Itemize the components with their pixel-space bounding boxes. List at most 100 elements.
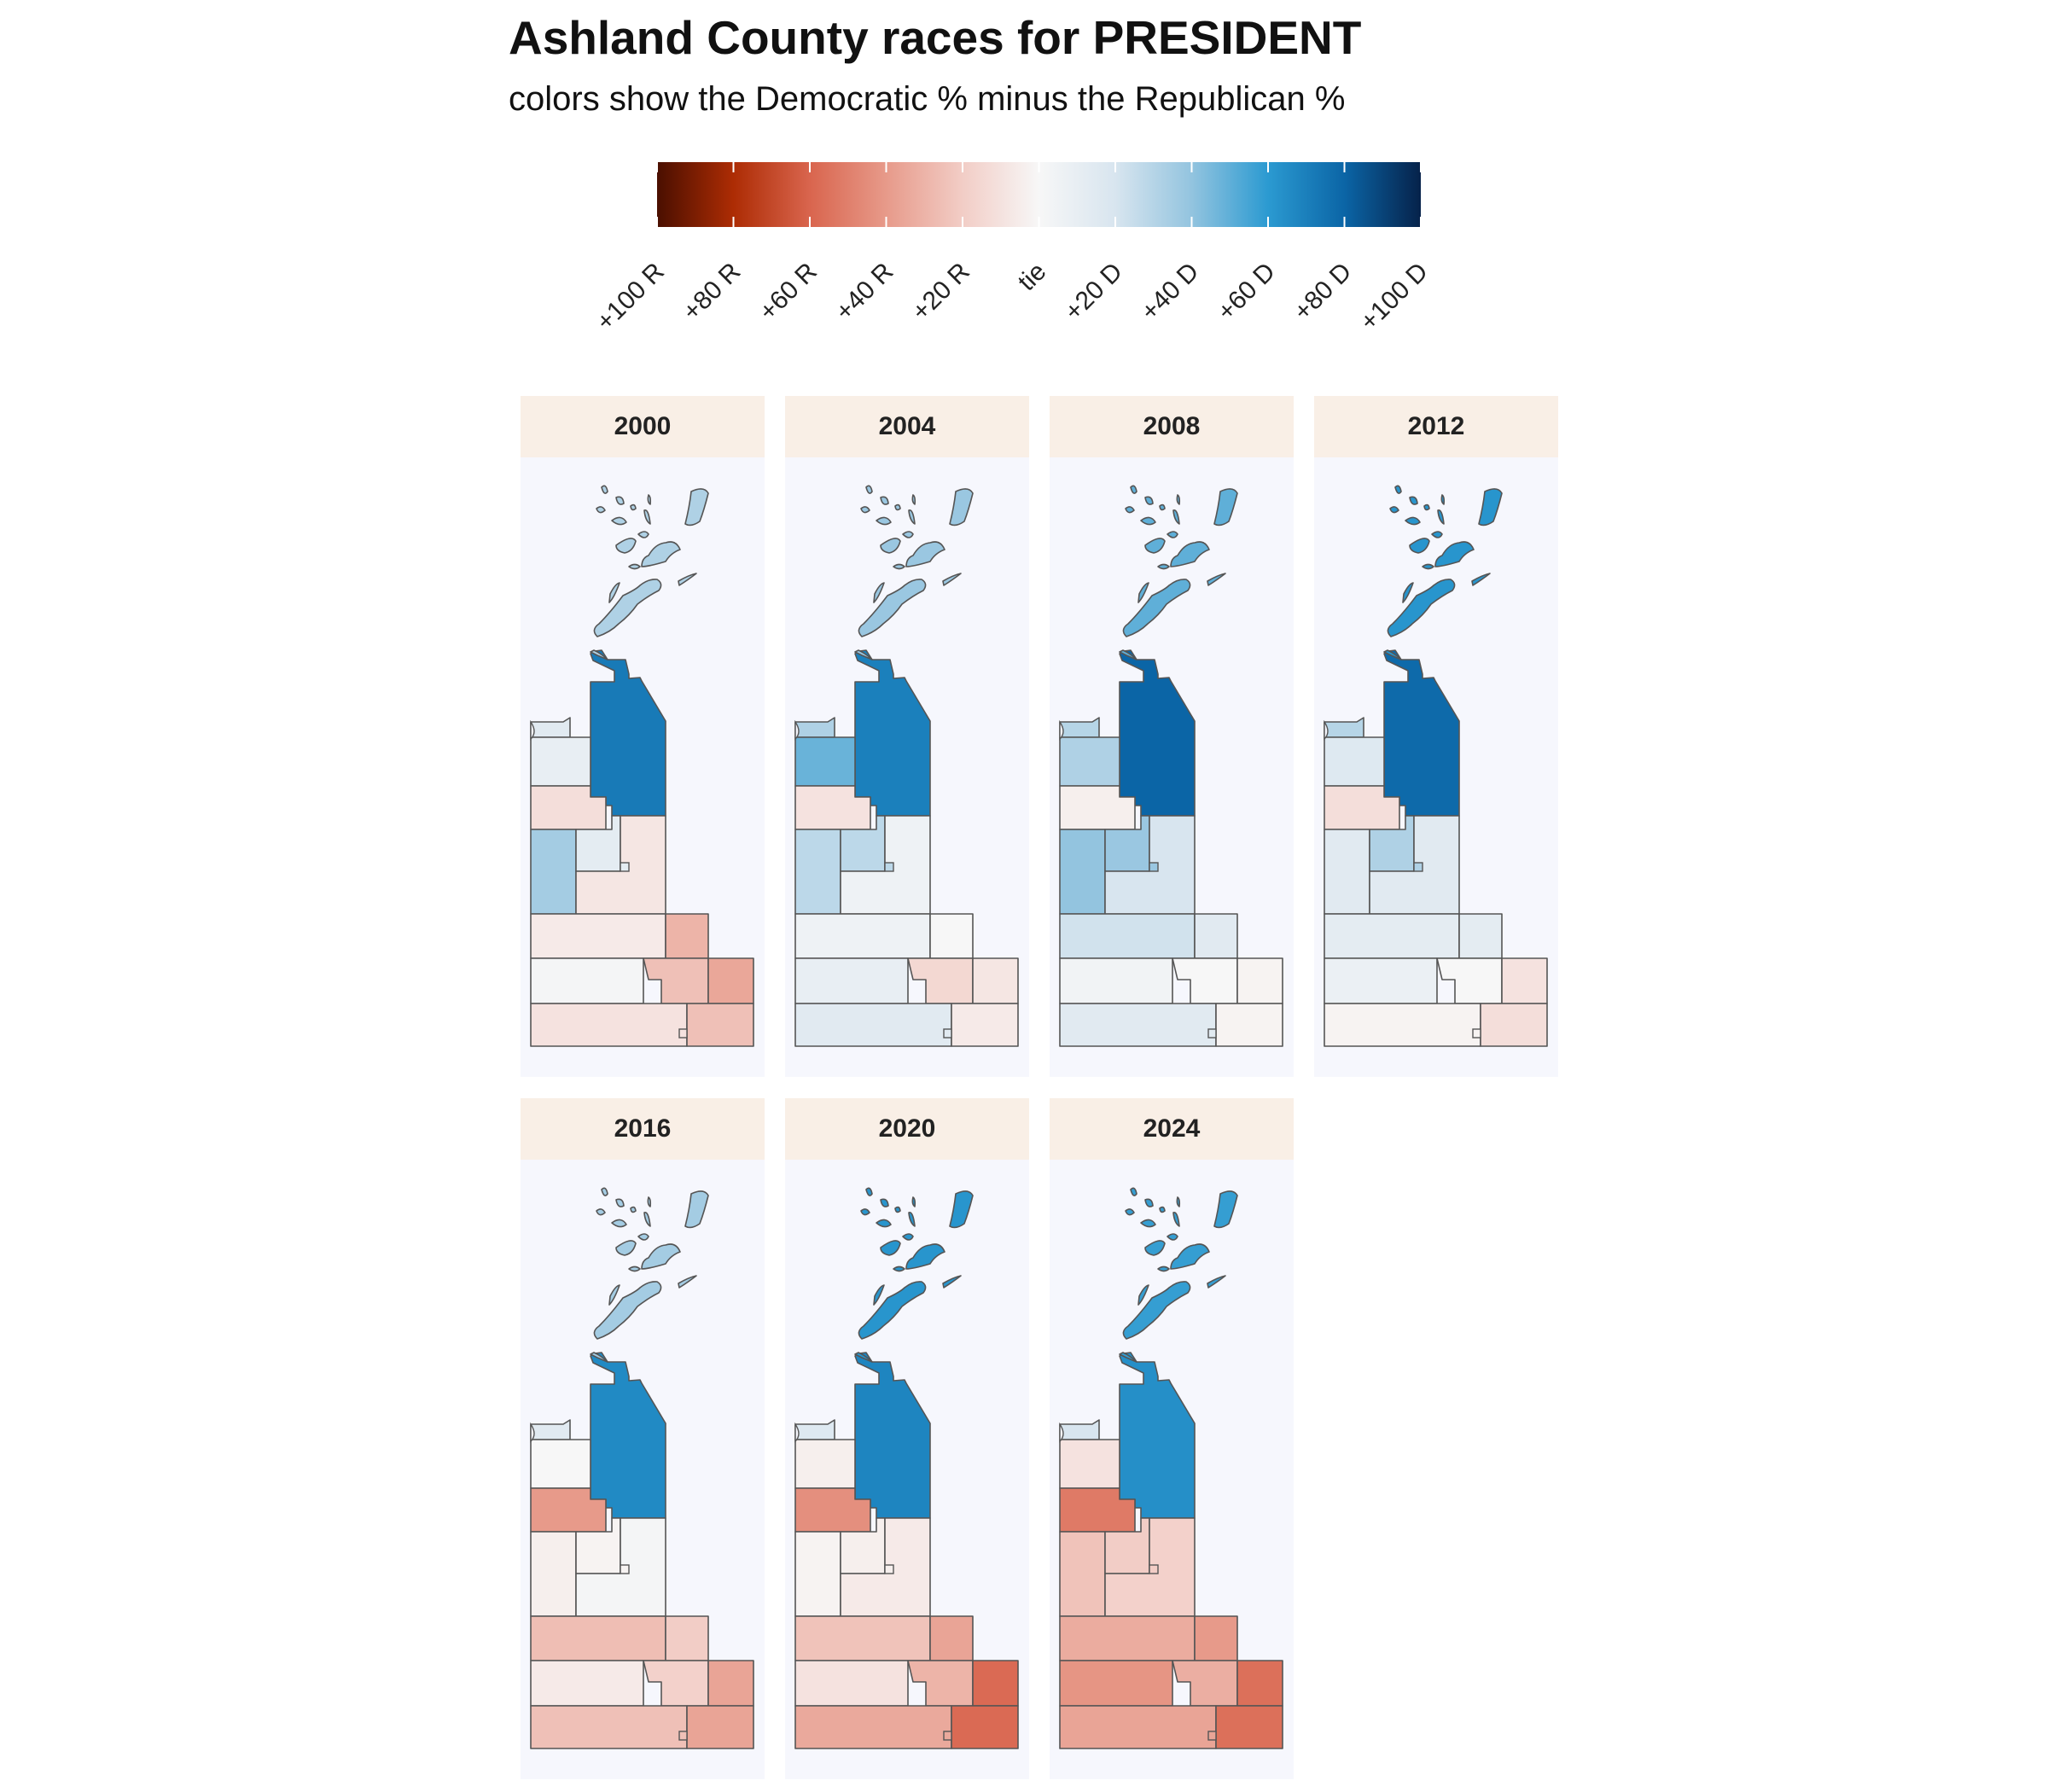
region-islands: [1383, 649, 1402, 660]
region-row3: [1059, 1705, 1217, 1749]
region-islands: [854, 649, 873, 660]
region-row1: [1324, 913, 1460, 959]
region-islands: [1144, 496, 1154, 505]
region-islands: [1471, 573, 1491, 586]
region-row1-e: [665, 913, 709, 959]
region-islands: [894, 503, 901, 511]
region-islands: [894, 1206, 901, 1213]
region-row2-e: [972, 957, 1019, 1004]
region-row3: [794, 1003, 952, 1047]
region-islands: [1409, 496, 1418, 505]
region-islands: [615, 496, 625, 505]
inlet-shape: [1059, 1422, 1064, 1443]
region-west-south: [1059, 829, 1106, 915]
region-islands: [1440, 494, 1446, 505]
region-islands: [949, 1190, 974, 1229]
region-islands: [608, 582, 620, 603]
region-northeast: [854, 1352, 931, 1519]
region-islands: [1402, 582, 1414, 603]
region-islands: [873, 1284, 885, 1306]
legend-colorbar: [657, 162, 1421, 227]
region-islands: [1144, 538, 1166, 554]
region-islands: [590, 649, 608, 660]
region-islands: [611, 516, 627, 526]
region-islands: [615, 1198, 625, 1207]
chart-title: Ashland County races for PRESIDENT: [509, 11, 1362, 64]
region-islands: [911, 1196, 916, 1207]
county-map-2008: [1059, 485, 1283, 1047]
legend-tick-label: +60 R: [753, 258, 823, 327]
region-row2: [794, 957, 909, 1004]
region-northwest: [794, 736, 856, 787]
region-islands: [858, 1281, 927, 1340]
region-row2: [1059, 957, 1173, 1004]
region-village: [1413, 862, 1423, 872]
region-islands: [876, 516, 892, 526]
region-islands: [911, 494, 916, 505]
region-northwest: [530, 736, 591, 787]
region-west-south: [530, 1531, 577, 1617]
map-panel-2008: 2008: [1050, 396, 1294, 1077]
region-nw-strip: [530, 1419, 571, 1440]
region-row2-c: [1172, 1660, 1238, 1707]
region-islands: [860, 506, 870, 514]
region-row1-e: [1458, 913, 1503, 959]
inlet-shape: [530, 1422, 535, 1443]
legend-tick-label: +20 D: [1059, 258, 1128, 327]
region-islands: [1172, 509, 1180, 525]
county-map-2004: [794, 485, 1019, 1047]
region-islands: [1409, 538, 1430, 554]
region-islands: [596, 1208, 606, 1216]
inlet-shape: [530, 719, 535, 741]
region-row2: [794, 1660, 909, 1707]
region-village: [1149, 862, 1159, 872]
region-row3: [794, 1705, 952, 1749]
region-islands: [1130, 1187, 1137, 1196]
region-row2-e: [1501, 957, 1548, 1004]
region-islands: [647, 1196, 652, 1207]
region-islands: [1144, 1198, 1154, 1207]
region-town: [1472, 1028, 1481, 1039]
region-row3: [530, 1003, 688, 1047]
region-islands: [908, 1212, 916, 1227]
region-row2-e: [707, 957, 754, 1004]
legend-tick-label: +40 D: [1136, 258, 1205, 327]
region-islands: [678, 1275, 697, 1289]
region-islands: [893, 563, 905, 570]
region-islands: [637, 1233, 649, 1241]
legend-tick-label: +40 R: [830, 258, 899, 327]
region-islands: [615, 538, 637, 554]
region-town: [678, 1731, 688, 1741]
region-islands: [1119, 649, 1137, 660]
region-islands: [1140, 516, 1156, 526]
region-islands: [942, 573, 962, 586]
region-islands: [630, 1206, 637, 1213]
county-map-2020: [794, 1187, 1019, 1749]
region-west-south: [1059, 1531, 1106, 1617]
region-village: [620, 862, 630, 872]
panel-year-label: 2008: [1050, 396, 1294, 457]
region-islands: [865, 1187, 873, 1196]
region-islands: [905, 541, 945, 567]
region-row1-e: [1194, 1615, 1238, 1661]
legend-tick-label: +80 D: [1289, 258, 1358, 327]
region-town: [943, 1028, 952, 1039]
region-islands: [1422, 563, 1434, 570]
region-northwest: [1059, 736, 1120, 787]
region-row2: [530, 957, 644, 1004]
region-northeast: [590, 1352, 666, 1519]
region-northeast: [590, 649, 666, 817]
region-row1: [1059, 1615, 1196, 1661]
county-map-2012: [1324, 485, 1548, 1047]
region-row1-e: [665, 1615, 709, 1661]
region-islands: [905, 1243, 945, 1270]
region-islands: [601, 485, 608, 494]
inlet-shape: [794, 1422, 800, 1443]
region-row1: [1059, 913, 1196, 959]
region-row2-e: [1236, 957, 1283, 1004]
region-islands: [1207, 1275, 1226, 1289]
region-west-south: [530, 829, 577, 915]
region-islands: [1172, 1212, 1180, 1227]
region-row2: [1324, 957, 1438, 1004]
